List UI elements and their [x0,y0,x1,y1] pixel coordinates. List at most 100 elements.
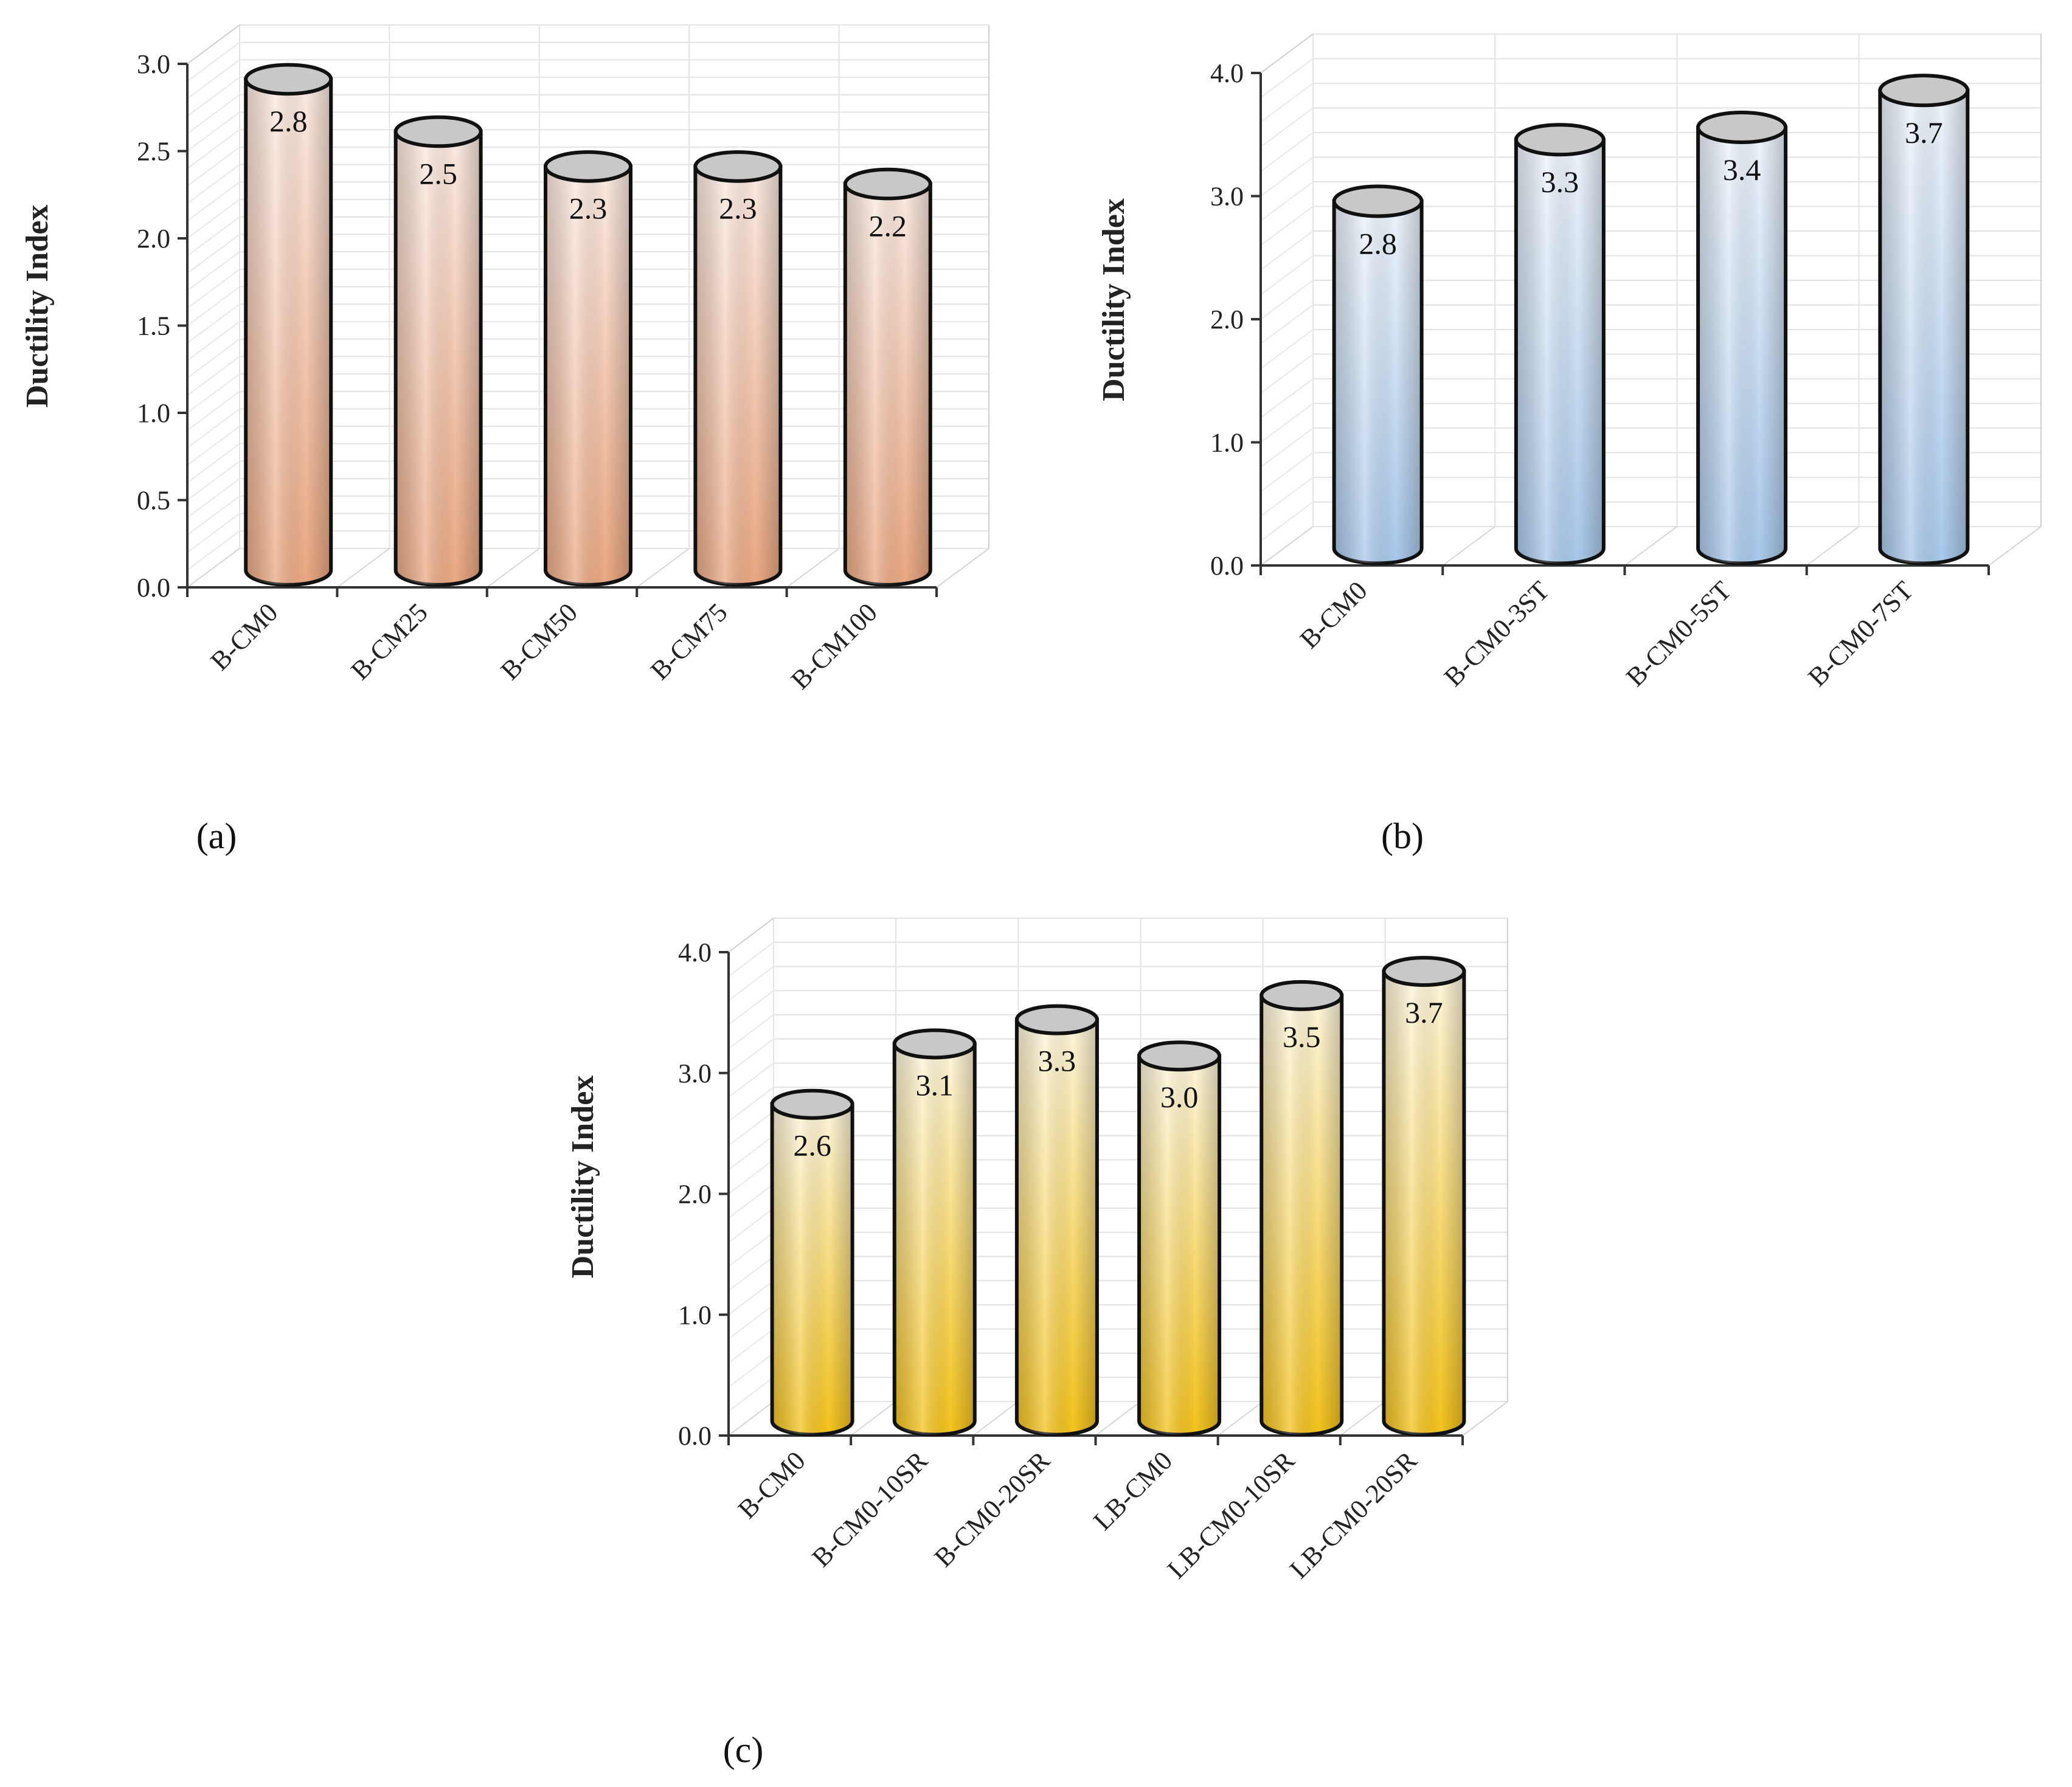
x-tick-label: B-CM75 [645,597,733,685]
bar-b-1 [1514,123,1606,565]
bar-shade [1016,1020,1097,1435]
bar-shade [546,166,631,585]
bar-shade [845,184,930,585]
bar-shade [894,1043,975,1435]
data-label: 3.3 [1541,165,1579,199]
y-tick-label: 1.0 [137,398,170,428]
data-label: 2.8 [1359,226,1397,260]
bar-cap [1514,123,1606,157]
bar-shade [1384,971,1464,1435]
bar-a-1 [393,115,483,587]
bar-b-3 [1878,74,1970,565]
bar-c-2 [1014,1004,1099,1437]
bar-cap [693,150,783,183]
bar-cap [1259,980,1344,1011]
bar-a-3 [693,150,783,587]
x-tick-label: B-CM0 [205,597,284,676]
y-tick-label: 2.0 [1210,305,1244,334]
y-tick-label: 0.0 [137,573,170,603]
y-tick-label: 2.0 [137,224,170,254]
data-label: 2.2 [869,209,907,243]
x-tick-label: B-CM50 [495,597,583,685]
x-tick-label: LB-CM0-20SR [1284,1445,1423,1585]
bar-a-0 [244,63,333,587]
data-label: 3.7 [1405,995,1443,1029]
x-tick-label: B-CM100 [785,597,883,695]
panel-label-a: (a) [196,816,237,856]
data-label: 3.0 [1160,1080,1199,1114]
bar-cap [1137,1040,1222,1072]
bar-shade [1139,1056,1220,1435]
x-tick-label: LB-CM0 [1087,1445,1178,1536]
bar-cap [544,150,632,183]
x-tick-label: B-CM0-7ST [1802,575,1919,692]
bar-c-3 [1137,1040,1222,1437]
y-tick-label: 0.0 [678,1421,712,1451]
x-tick-label: LB-CM0-10SR [1162,1445,1301,1585]
data-label: 2.8 [269,104,308,138]
x-tick-label: B-CM0-20SR [929,1445,1056,1573]
bar-shade [1516,139,1604,564]
y-tick-label: 3.0 [1210,182,1244,212]
bar-c-0 [770,1088,854,1437]
y-tick-label: 0.5 [137,486,170,516]
bar-a-2 [544,150,632,587]
bar-shade [772,1104,853,1435]
chart-c: 0.0 1.0 2.0 3.0 4.0 Ductility Index 2.6 B-CM0 3.… [566,918,1508,1585]
bar-cap [770,1088,854,1120]
y-tick-label: 0.0 [1210,551,1244,581]
bar-shade [395,131,481,585]
x-tick-label: B-CM0-10SR [806,1445,934,1573]
bar-shade [1698,127,1786,564]
bar-cap [393,115,483,148]
panel-label-b: (b) [1381,816,1424,856]
bar-b-0 [1332,184,1424,565]
bar-cap [244,63,333,96]
bar-cap [1332,184,1424,218]
data-label: 3.1 [916,1068,954,1102]
data-label: 2.6 [793,1129,831,1163]
y-tick-label: 1.5 [137,311,170,341]
y-axis-label: Ductility Index [20,205,55,408]
bar-cap [1382,956,1466,987]
x-tick-label: B-CM0-3ST [1438,575,1555,692]
bar-cap [843,167,932,201]
bar-cap [1014,1004,1099,1035]
bar-b-2 [1696,111,1788,565]
y-tick-label: 1.0 [678,1300,712,1330]
y-tick-label: 4.0 [678,938,712,967]
bar-c-5 [1382,956,1466,1437]
y-tick-label: 2.0 [678,1180,712,1209]
x-tick-label: B-CM25 [345,597,433,685]
bar-cap [892,1028,977,1060]
bar-shade [1880,90,1968,564]
x-tick-label: B-CM0-5ST [1620,575,1737,692]
y-tick-label: 4.0 [1210,58,1244,88]
y-tick-label: 2.5 [137,137,170,167]
x-tick-label: B-CM0 [732,1445,811,1524]
y-axis-label: Ductility Index [1097,198,1131,401]
y-tick-label: 3.0 [137,49,170,79]
bar-shade [695,166,781,585]
bar-a-4 [843,167,932,587]
bar-shade [1261,995,1342,1435]
chart-a: 0.0 0.5 1.0 1.5 2.0 2.5 3.0 Ductility Index 2.8 B… [20,24,989,695]
data-label: 3.7 [1905,116,1943,150]
bar-c-4 [1259,980,1344,1437]
y-axis-label: Ductility Index [566,1076,600,1279]
data-label: 3.5 [1283,1020,1321,1054]
data-label: 3.3 [1038,1044,1076,1078]
bar-cap [1878,74,1970,108]
data-label: 2.5 [419,156,457,190]
bar-shade [1334,201,1422,564]
bar-c-1 [892,1028,977,1437]
data-label: 2.3 [569,192,608,226]
x-tick-label: B-CM0 [1294,575,1373,654]
y-tick-label: 1.0 [1210,428,1244,458]
bar-shade [246,79,331,585]
chart-b: 0.0 1.0 2.0 3.0 4.0 Ductility Index 2.8 B-CM0 3.… [1097,33,2042,692]
bar-cap [1696,111,1788,144]
data-label: 3.4 [1723,153,1761,187]
y-tick-label: 3.0 [678,1059,712,1088]
